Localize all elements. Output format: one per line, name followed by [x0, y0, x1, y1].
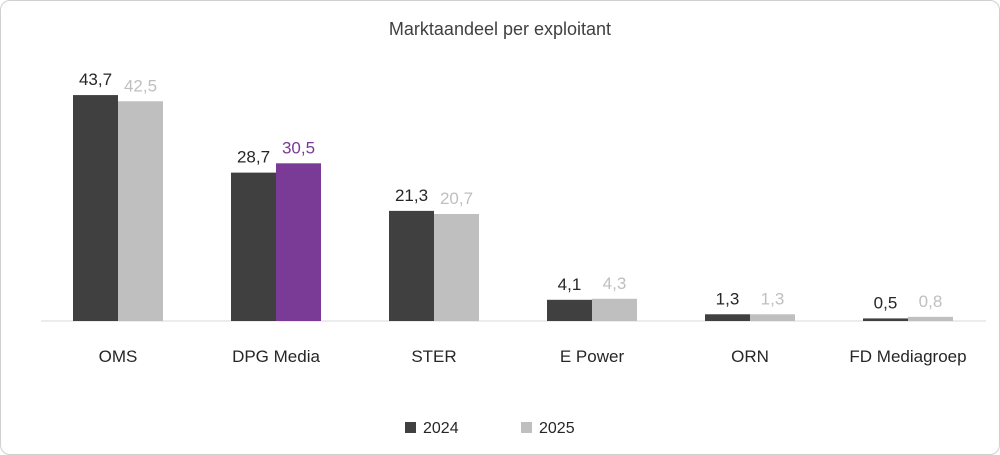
bar-2024-ster — [389, 210, 434, 321]
data-label: 30,5 — [282, 138, 315, 157]
bar-2025-dpg-media — [276, 163, 321, 321]
data-label: 4,3 — [603, 274, 627, 293]
bar-2024-dpg-media — [231, 172, 276, 321]
data-label: 0,5 — [874, 293, 898, 312]
bar-2024-orn — [705, 314, 750, 321]
category-label: OMS — [99, 347, 138, 366]
category-label: E Power — [560, 347, 625, 366]
bar-2025-oms — [118, 101, 163, 322]
data-label: 4,1 — [558, 275, 582, 294]
bar-2025-fd-mediagroep — [908, 316, 953, 321]
legend-swatch-2024 — [405, 422, 416, 433]
chart-title: Marktaandeel per exploitant — [389, 19, 611, 39]
data-label: 20,7 — [440, 189, 473, 208]
data-label: 21,3 — [395, 186, 428, 205]
data-label: 28,7 — [237, 148, 270, 167]
bar-2025-orn — [750, 314, 795, 321]
bar-2024-fd-mediagroep — [863, 318, 908, 321]
data-label: 43,7 — [79, 70, 112, 89]
bar-2025-e-power — [592, 298, 637, 321]
data-label: 1,3 — [716, 289, 740, 308]
data-label: 42,5 — [124, 76, 157, 95]
category-label: FD Mediagroep — [849, 347, 966, 366]
legend: 2024 2025 — [405, 420, 575, 437]
bar-2025-ster — [434, 213, 479, 321]
data-label: 1,3 — [761, 289, 785, 308]
bar-2024-oms — [73, 95, 118, 321]
legend-label: 2024 — [423, 420, 459, 437]
data-label: 0,8 — [919, 292, 943, 311]
category-label: ORN — [731, 347, 769, 366]
legend-swatch-2025 — [521, 422, 532, 433]
bar-2024-e-power — [547, 299, 592, 321]
legend-label: 2025 — [539, 420, 575, 437]
category-label: DPG Media — [232, 347, 320, 366]
category-label: STER — [411, 347, 456, 366]
